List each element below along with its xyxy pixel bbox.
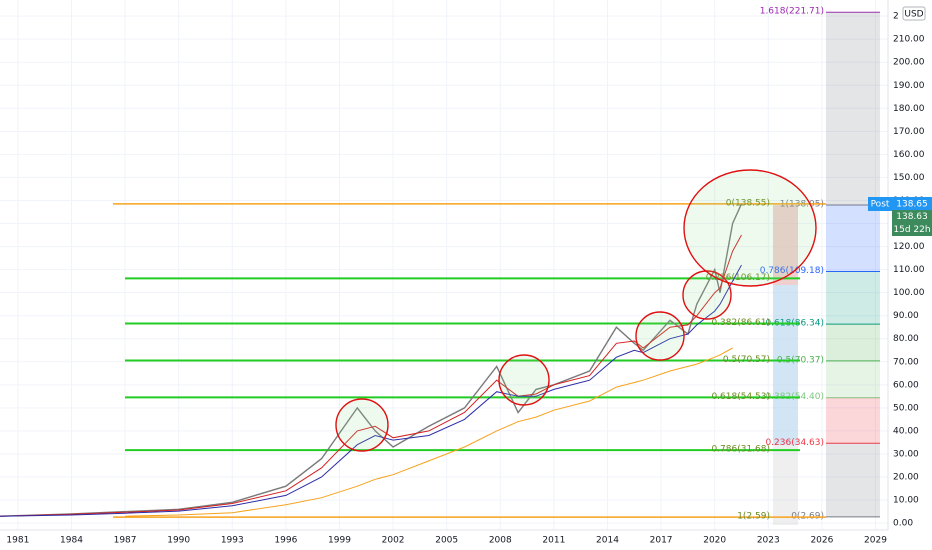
x-tick-label: 1981	[6, 536, 29, 546]
plot	[0, 203, 743, 517]
currency: USD	[904, 10, 923, 20]
fib-label: 0.786(109.18)	[760, 266, 824, 276]
x-tick-label: 1990	[167, 536, 190, 546]
x-tick-label: 2002	[382, 536, 405, 546]
fib-levels: 1.618(221.71)1(138.05)0.786(109.18)0.618…	[113, 7, 880, 522]
circle	[335, 398, 389, 452]
y-tick-label: 0.00	[893, 519, 913, 529]
x-tick-label: 1999	[328, 536, 351, 546]
circles	[335, 169, 817, 452]
circle	[683, 169, 817, 287]
y-tick-label: 50.00	[893, 403, 919, 413]
fib-zones	[773, 205, 798, 525]
y-tick-label: 10.00	[893, 496, 919, 506]
badge-text: 138.63	[896, 212, 928, 222]
x-tick-label: 2005	[435, 536, 458, 546]
projection-zone	[773, 285, 798, 445]
fib-label: 0.5(70.57)	[723, 355, 770, 365]
badge-text: Post	[871, 200, 890, 210]
x-tick-label: 2008	[489, 536, 512, 546]
y-tick-label: 180.00	[893, 104, 925, 114]
fib-label: 0.618(54.53)	[711, 392, 770, 402]
y-tick-label: 110.00	[893, 265, 925, 275]
x-tick-label: 1984	[60, 536, 83, 546]
fib-zone	[826, 271, 880, 325]
badge	[868, 197, 892, 211]
y-tick-label: 40.00	[893, 426, 919, 436]
price-line	[125, 347, 733, 517]
circle	[635, 311, 685, 361]
badge	[892, 210, 932, 223]
fib-label: 0.382(86.61)	[711, 318, 770, 328]
y-tick-label: 200.00	[893, 58, 925, 68]
fib-zone	[826, 443, 880, 517]
price-line	[0, 264, 742, 517]
y-tick-label: 170.00	[893, 127, 925, 137]
x-tick-label: 2014	[596, 536, 619, 546]
x-tick-label: 2020	[703, 536, 726, 546]
x-tick-label: 2023	[757, 536, 780, 546]
fib-zone	[826, 12, 880, 205]
fib-label: 0.236(106.17)	[706, 273, 770, 283]
y-tick-label: 70.00	[893, 357, 919, 367]
fib-zone	[826, 360, 880, 398]
x-tick-label: 2011	[542, 536, 565, 546]
y-tick-label: 150.00	[893, 173, 925, 183]
fib-label: 1(2.59)	[737, 512, 770, 522]
circle	[498, 354, 550, 406]
circle	[682, 270, 732, 320]
fib-label: 1.618(221.71)	[760, 7, 824, 17]
badge	[892, 223, 932, 236]
currency-box	[902, 6, 926, 21]
y-tick-label: 100.00	[893, 288, 925, 298]
fib-label: 0.236(34.63)	[765, 438, 824, 448]
x-tick-label: 1987	[114, 536, 137, 546]
y-tick-label: 120.00	[893, 242, 925, 252]
badge	[892, 197, 932, 211]
y-tick-label: 190.00	[893, 81, 925, 91]
y-tick-label: 80.00	[893, 334, 919, 344]
y-tick-label: 160.00	[893, 150, 925, 160]
y-tick-label: 210.00	[893, 35, 925, 45]
y-tick-label: 20.00	[893, 473, 919, 483]
fib-zone	[826, 204, 880, 272]
grid	[0, 0, 888, 530]
y-tick-label: 30.00	[893, 449, 919, 459]
fib-label: 0(138.55)	[726, 198, 770, 208]
y-tick-label: 2	[893, 12, 899, 22]
badge-text: 138.65	[896, 200, 928, 210]
price-line	[0, 203, 743, 517]
x-tick-label: 2026	[810, 536, 833, 546]
x-tick-label: 1993	[221, 536, 244, 546]
y-tick-label: 60.00	[893, 380, 919, 390]
fib-label: 0.5(70.37)	[777, 355, 824, 365]
fib-zone	[826, 397, 880, 444]
fib-label: 0.786(31.68)	[711, 445, 770, 455]
x-tick-label: 1996	[274, 536, 297, 546]
badge-text: 15d 22h	[893, 225, 930, 235]
fib-zone	[826, 324, 880, 361]
y-tick-label: 90.00	[893, 311, 919, 321]
x-tick-label: 2017	[650, 536, 673, 546]
projection-zone	[773, 205, 798, 525]
x-tick-label: 2029	[864, 536, 887, 546]
